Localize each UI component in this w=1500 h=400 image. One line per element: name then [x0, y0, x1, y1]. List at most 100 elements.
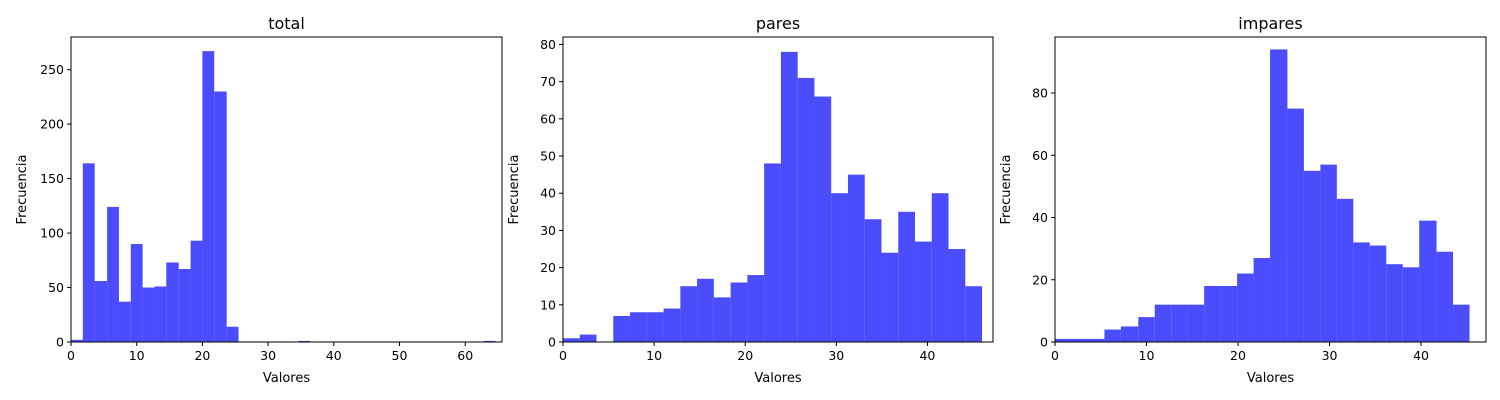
histogram-bar-total-12	[214, 91, 227, 342]
histogram-bar-total-13	[226, 326, 239, 342]
histogram-bar-total-14	[298, 340, 311, 342]
histogram-bar-impares-1	[1071, 338, 1088, 342]
y-tick-label-pares: 30	[540, 223, 556, 238]
histogram-bar-pares-12	[764, 163, 781, 342]
x-tick-label-total: 60	[457, 348, 473, 363]
axes-frame-total	[70, 36, 503, 343]
histogram-bar-impares-18	[1353, 242, 1370, 342]
x-ticks-impares: 0 10 20 30 40	[1051, 342, 1429, 363]
histogram-bar-impares-20	[1386, 264, 1403, 342]
histogram-bar-pares-21	[915, 241, 932, 342]
x-tick-label-impares: 40	[1413, 348, 1429, 363]
histogram-bar-impares-14	[1287, 108, 1304, 342]
y-tick-label-impares: 20	[1032, 272, 1048, 287]
histogram-bar-pares-20	[898, 211, 916, 342]
y-tick-label-total: 200	[40, 117, 64, 132]
histogram-bar-total-2	[94, 281, 108, 342]
y-tick-label-impares: 60	[1032, 148, 1048, 163]
histogram-bar-impares-5	[1138, 317, 1155, 342]
histogram-bar-impares-11	[1237, 273, 1254, 342]
subplot-impares: 0 10 20 30 40 0 20 40 60 80 impares Valores Frec…	[999, 14, 1487, 386]
x-tick-label-impares: 10	[1139, 348, 1155, 363]
axes-frame-pares	[562, 36, 994, 343]
bars-impares	[1055, 49, 1470, 343]
histogram-bar-pares-8	[697, 278, 714, 342]
x-tick-label-total: 0	[67, 348, 75, 363]
histogram-bar-impares-0	[1055, 338, 1072, 342]
x-tick-label-impares: 20	[1230, 348, 1246, 363]
y-tick-label-pares: 70	[540, 74, 556, 89]
histogram-bar-impares-9	[1204, 285, 1221, 342]
y-axis-label-impares: Frecuencia	[999, 155, 1014, 225]
histogram-bar-impares-8	[1187, 304, 1205, 342]
histogram-bar-impares-16	[1320, 164, 1337, 342]
y-tick-label-pares: 0	[548, 335, 556, 350]
histogram-bar-impares-12	[1253, 257, 1271, 342]
histogram-bar-impares-15	[1303, 170, 1321, 342]
histogram-bar-total-4	[118, 301, 131, 342]
y-tick-label-total: 250	[40, 62, 64, 77]
histogram-bar-impares-2	[1087, 338, 1105, 342]
histogram-bar-pares-18	[864, 219, 882, 342]
histogram-bar-pares-6	[663, 308, 681, 342]
histogram-bar-pares-4	[630, 312, 647, 342]
histogram-bar-impares-17	[1336, 198, 1354, 342]
histogram-bar-impares-13	[1270, 49, 1288, 343]
histogram-bar-impares-7	[1171, 304, 1188, 342]
bars-total	[71, 51, 496, 343]
x-axis-label-total: Valores	[263, 371, 310, 386]
x-tick-label-pares: 40	[919, 348, 935, 363]
x-tick-label-total: 30	[260, 348, 276, 363]
histogram-bar-pares-0	[563, 338, 580, 342]
histogram-bar-total-15	[483, 340, 496, 342]
y-axis-label-pares: Frecuencia	[507, 155, 522, 225]
histogram-bar-impares-23	[1436, 251, 1454, 342]
histogram-bar-total-5	[130, 243, 143, 342]
axes-frame-impares	[1054, 36, 1487, 343]
histogram-bar-pares-19	[881, 252, 899, 342]
x-tick-label-impares: 30	[1322, 348, 1338, 363]
x-axis-label-pares: Valores	[754, 371, 801, 386]
histogram-bar-total-7	[154, 286, 167, 342]
y-tick-label-total: 100	[40, 226, 64, 241]
histogram-bar-pares-11	[747, 275, 765, 342]
y-tick-label-total: 50	[48, 280, 64, 295]
histogram-bar-pares-16	[831, 193, 848, 342]
x-ticks-total: 0 10 20 30 40 50 60	[67, 342, 473, 363]
histogram-bar-impares-21	[1402, 267, 1420, 342]
histogram-bar-pares-14	[797, 77, 815, 342]
histogram-bar-pares-9	[713, 297, 731, 342]
y-tick-label-pares: 40	[540, 186, 556, 201]
y-tick-label-total: 0	[56, 335, 64, 350]
x-tick-label-pares: 10	[646, 348, 662, 363]
histogram-bar-pares-13	[780, 51, 798, 342]
histogram-bar-total-8	[166, 262, 179, 342]
histogram-bar-pares-3	[613, 315, 631, 342]
histogram-bar-total-1	[82, 163, 95, 342]
histogram-bar-pares-15	[814, 96, 832, 342]
histogram-bar-total-3	[107, 206, 119, 342]
histogram-bar-pares-5	[646, 312, 664, 342]
subplot-pares: 0 10 20 30 40 0 10 20 30 40 50 60 70 80 pares Valore…	[507, 14, 994, 386]
y-ticks-impares: 0 20 40 60 80	[1032, 86, 1055, 350]
x-tick-label-pares: 30	[828, 348, 844, 363]
histogram-bar-total-11	[202, 51, 215, 343]
histogram-bar-impares-10	[1220, 285, 1238, 342]
x-tick-label-impares: 0	[1051, 348, 1059, 363]
histogram-bar-impares-6	[1154, 304, 1172, 342]
y-tick-label-pares: 60	[540, 111, 556, 126]
x-tick-label-total: 20	[194, 348, 210, 363]
histogram-bar-pares-7	[680, 286, 698, 342]
y-ticks-pares: 0 10 20 30 40 50 60 70 80	[540, 37, 563, 350]
histogram-bar-impares-24	[1453, 304, 1470, 342]
chart-title-total: total	[268, 14, 305, 33]
x-tick-label-total: 50	[392, 348, 408, 363]
chart-title-impares: impares	[1238, 14, 1302, 33]
histogram-bar-pares-17	[847, 174, 865, 342]
histogram-bar-total-10	[190, 240, 203, 342]
x-tick-label-pares: 0	[559, 348, 567, 363]
bars-pares	[563, 51, 983, 342]
x-tick-label-total: 10	[129, 348, 145, 363]
subplot-total: 0 10 20 30 40 50 60 0 50 100 150 200 250 total Valo…	[15, 14, 503, 386]
